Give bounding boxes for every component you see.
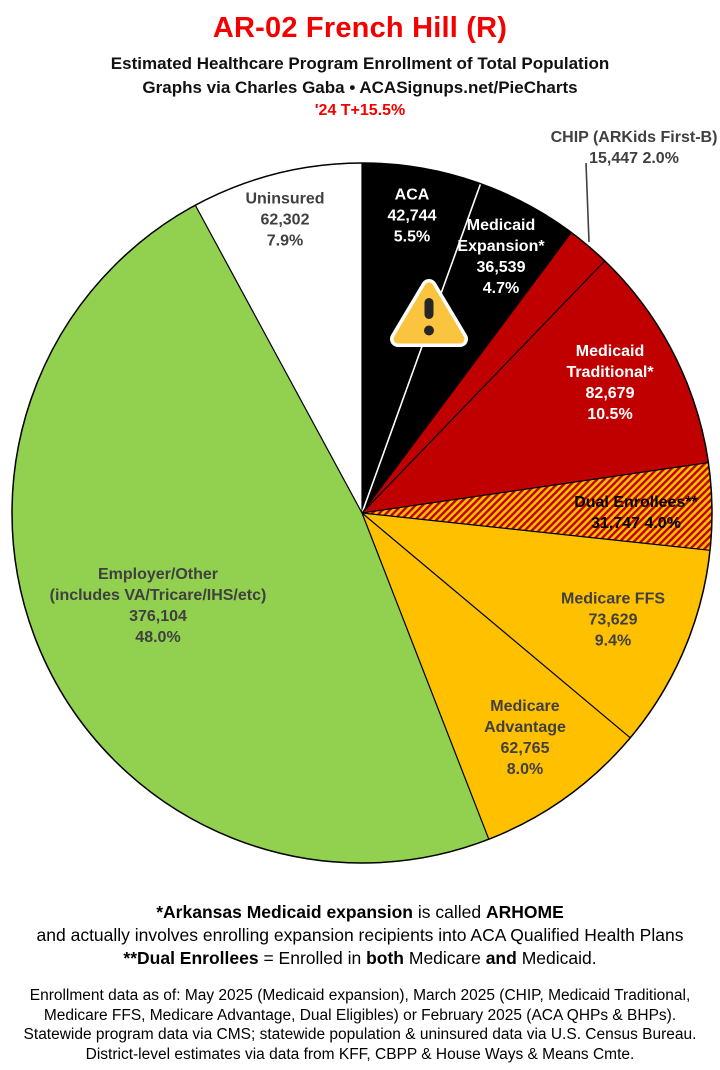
slice-divider [361,462,709,514]
footnote-definitions: *Arkansas Medicaid expansion is called A… [0,901,720,970]
footnote-sources: Enrollment data as of: May 2025 (Medicai… [0,986,720,1064]
slice-divider [361,512,631,739]
warning-icon [390,279,468,347]
pie-outline [11,162,713,864]
chart-header: AR-02 French Hill (R) Estimated Healthca… [0,12,720,120]
pie-slice-medicaid-traditional [362,260,709,513]
chart-subtitle: Estimated Healthcare Program Enrollment … [110,54,610,73]
pie-slice-medicare-advantage [362,513,631,840]
label-leader-lines [585,162,590,243]
pie-slice-employer-other [12,205,489,863]
footnote-line: **Dual Enrollees = Enrolled in both Medi… [123,948,597,968]
source-line: Enrollment data as of: May 2025 (Medicai… [29,987,691,1004]
pie-slice-medicare-ffs [362,513,711,738]
footnote-line: *Arkansas Medicaid expansion is called A… [156,902,564,922]
slice-divider [194,204,363,514]
slice-dividers [194,163,711,840]
leader-line-chip-arkids-first-b [585,162,590,243]
slice-divider [361,512,711,551]
pie-slices [12,163,713,863]
footnote-line: and actually involves enrolling expansio… [36,925,684,945]
pie-slice-uninsured [195,163,362,513]
source-line: Statewide program data via CMS; statewid… [23,1026,697,1043]
slice-divider [361,183,482,514]
slice-divider [361,512,490,840]
pie-slice-medicaid-expansion [362,183,572,513]
pie-slice-chip-arkids-first-b [362,232,605,513]
chart-trend-label: '24 T+15.5% [314,102,406,119]
slice-divider [361,260,606,514]
pie-slice-dual-enrollees [362,462,713,551]
chart-title: AR-02 French Hill (R) [212,12,508,44]
source-line: District-level estimates via data from K… [85,1045,635,1063]
source-line: Medicare FFS, Medicare Advantage, Dual E… [43,1006,677,1024]
slice-divider [361,232,572,514]
chart-credit: Graphs via Charles Gaba • ACASignups.net… [142,78,578,97]
